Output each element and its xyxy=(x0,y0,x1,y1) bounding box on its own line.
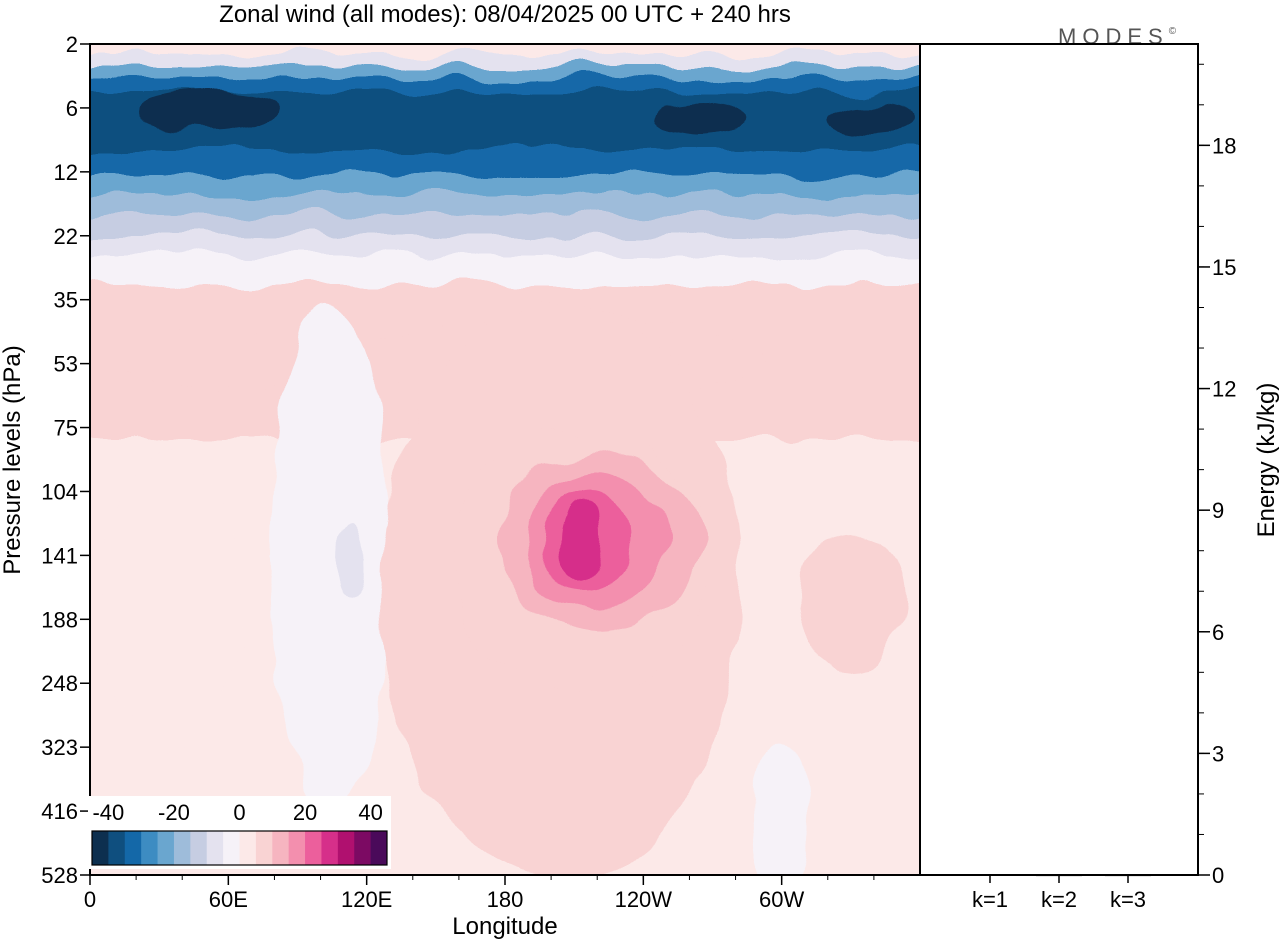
longitude-axis: 0 60E 120E 180 120W 60W xyxy=(84,875,875,912)
pressure-axis: 2 6 12 22 35 53 75 104 141 188 248 323 416 528 xyxy=(41,32,90,888)
x-tick-label-4: 120W xyxy=(615,887,673,912)
energy-tick-label-0: 0 xyxy=(1212,863,1224,888)
y-tick-label-9: 188 xyxy=(41,607,78,632)
y-tick-label-0: 2 xyxy=(66,32,78,57)
x-tick-label-2: 120E xyxy=(341,887,392,912)
energy-tick-label-6: 18 xyxy=(1212,133,1236,158)
blob-30w-141hpa xyxy=(795,530,905,670)
band-28-33hpa xyxy=(90,255,920,285)
energy-cat-label-1: k=2 xyxy=(1041,887,1077,912)
y-tick-label-2: 12 xyxy=(54,160,78,185)
energy-tick-label-1: 3 xyxy=(1212,741,1224,766)
energy-tick-label-2: 6 xyxy=(1212,620,1224,645)
y-tick-label-6: 75 xyxy=(54,416,78,441)
y-tick-label-10: 248 xyxy=(41,671,78,696)
energy-tick-label-4: 12 xyxy=(1212,377,1236,402)
energy-bar-chart: 0 3 6 9 12 15 18 k=1 k=2 k=3 xyxy=(919,43,1236,912)
energy-tick-label-5: 15 xyxy=(1212,255,1236,280)
blob-60w-low xyxy=(750,740,810,875)
colorbar-swatch-2 xyxy=(124,831,142,865)
band-3hpa xyxy=(90,54,920,66)
energy-categories: k=1 k=2 k=3 xyxy=(972,875,1146,912)
x-tick-label-0: 0 xyxy=(84,887,96,912)
y-axis-label: Pressure levels (hPa) xyxy=(0,345,26,574)
colorbar-swatch-3 xyxy=(141,831,159,865)
y-tick-label-8: 141 xyxy=(41,543,78,568)
y-tick-label-4: 35 xyxy=(54,288,78,313)
colorbar-swatch-5 xyxy=(173,831,191,865)
energy-tick-label-3: 9 xyxy=(1212,498,1224,523)
colorbar-swatch-16 xyxy=(354,831,372,865)
colorbar-tick-label-3: 20 xyxy=(293,800,317,825)
colorbar-swatch-12 xyxy=(288,831,306,865)
energy-bar-k=1 xyxy=(967,874,1013,876)
blob-40e-low xyxy=(100,450,240,750)
blob-120e-141hpa xyxy=(336,520,364,600)
colorbar-swatch-17 xyxy=(370,831,388,865)
colorbar-swatch-8 xyxy=(223,831,240,865)
colorbar-swatch-4 xyxy=(157,831,175,865)
y-tick-label-3: 22 xyxy=(54,224,78,249)
y-tick-label-5: 53 xyxy=(54,352,78,377)
energy-cat-label-2: k=3 xyxy=(1110,887,1146,912)
colorbar-tick-label-4: 40 xyxy=(358,800,382,825)
blob-60e-53hpa xyxy=(120,330,320,390)
energy-cat-label-0: k=1 xyxy=(972,887,1008,912)
colorbar-swatch-15 xyxy=(337,831,355,865)
colorbar-tick-label-1: -20 xyxy=(158,800,190,825)
colorbar-swatch-14 xyxy=(321,831,339,865)
chart-title: Zonal wind (all modes): 08/04/2025 00 UT… xyxy=(219,1,791,28)
colorbar-swatch-0 xyxy=(92,831,109,865)
band-4hpa xyxy=(90,66,920,78)
colorbar-swatch-6 xyxy=(190,831,208,865)
colorbar-frame xyxy=(91,830,388,866)
colorbar-swatch-13 xyxy=(305,831,322,865)
band-20-22hpa xyxy=(90,215,920,235)
x-tick-label-1: 60E xyxy=(209,887,248,912)
y-tick-label-11: 323 xyxy=(41,735,78,760)
y-tick-label-13: 528 xyxy=(41,863,78,888)
jet-core xyxy=(558,500,602,580)
energy-plot-frame xyxy=(919,43,1199,876)
x-axis-label: Longitude xyxy=(452,913,557,940)
band-2hpa xyxy=(90,44,920,54)
logo-mark: © xyxy=(1169,26,1182,37)
zonal-wind-heatmap xyxy=(90,44,920,875)
y-tick-label-12: 416 xyxy=(41,799,78,824)
colorbar-swatch-11 xyxy=(272,831,290,865)
core-60w-6hpa xyxy=(830,104,910,136)
y-tick-label-1: 6 xyxy=(66,96,78,121)
core-120w-6hpa xyxy=(655,102,745,134)
heatmap-bands xyxy=(90,44,920,875)
band-23-27hpa xyxy=(90,235,920,255)
colorbar-swatch-9 xyxy=(239,831,257,865)
core-60e-6hpa xyxy=(140,92,280,132)
blob-120e-low xyxy=(270,310,390,810)
band-16-19hpa xyxy=(90,195,920,215)
band-10-12hpa xyxy=(90,150,920,175)
colorbar-swatch-1 xyxy=(108,831,126,865)
colorbar-tick-label-0: -40 xyxy=(92,800,124,825)
colorbar-tick-label-2: 0 xyxy=(233,800,245,825)
band-13-15hpa xyxy=(90,175,920,195)
colorbar: -40 -20 0 20 40 xyxy=(88,796,391,869)
energy-axis-label: Energy (kJ/kg) xyxy=(1253,383,1280,538)
band-5hpa xyxy=(90,78,920,92)
x-tick-label-3: 180 xyxy=(487,887,524,912)
y-tick-label-7: 104 xyxy=(41,479,78,504)
colorbar-swatch-7 xyxy=(206,831,224,865)
colorbar-swatch-10 xyxy=(255,831,273,865)
x-tick-label-5: 60W xyxy=(759,887,804,912)
energy-axis: 0 3 6 9 12 15 18 xyxy=(1198,63,1236,888)
